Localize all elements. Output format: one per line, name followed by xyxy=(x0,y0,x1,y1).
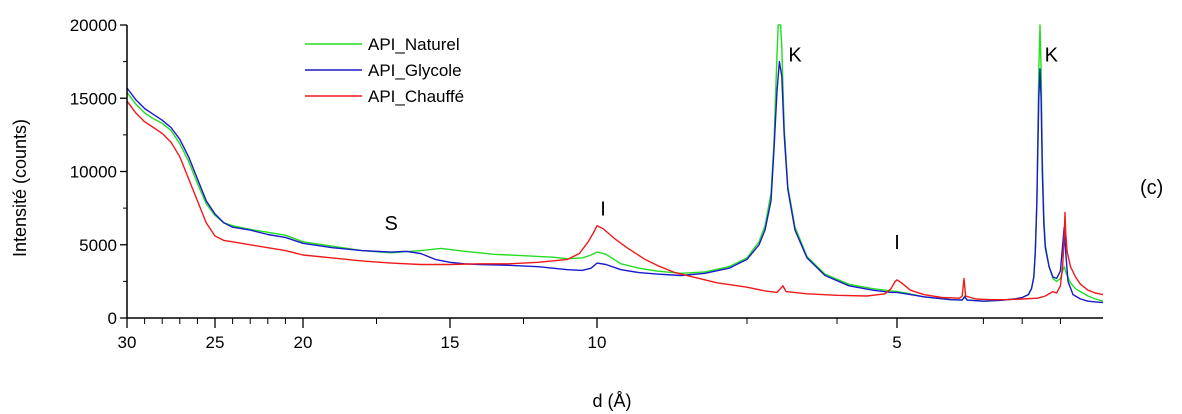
y-axis-ticks: 0 5000 10000 15000 20000 xyxy=(70,16,127,328)
legend: API_Naturel API_Glycole API_Chauffé xyxy=(305,35,464,106)
series-layer xyxy=(126,24,1104,304)
peak-label-i: I xyxy=(600,198,606,220)
y-tick-label: 10000 xyxy=(70,163,117,182)
y-tick-label: 0 xyxy=(108,309,117,328)
y-tick-label: 5000 xyxy=(79,236,117,255)
peak-label-k: K xyxy=(788,45,802,67)
x-axis-title: d (Å) xyxy=(592,391,631,411)
series-line-api-chauff xyxy=(126,100,1104,301)
series-line-api-naturel xyxy=(126,24,1104,302)
x-tick-label: 20 xyxy=(294,333,313,352)
series-line-api-glycole xyxy=(126,60,1104,304)
x-tick-label: 25 xyxy=(206,333,225,352)
legend-label-api-chauff: API_Chauffé xyxy=(368,87,464,106)
peak-label-k: K xyxy=(1045,45,1059,67)
panel-label: (c) xyxy=(1140,177,1163,199)
x-axis-ticks: 30 25 20 15 10 5 xyxy=(118,318,1061,352)
peak-label-i: I xyxy=(894,232,900,254)
y-tick-label: 15000 xyxy=(70,89,117,108)
y-axis-title: Intensité (counts) xyxy=(10,119,30,257)
legend-label-api-naturel: API_Naturel xyxy=(368,35,460,54)
legend-label-api-glycole: API_Glycole xyxy=(368,61,462,80)
x-tick-label: 10 xyxy=(588,333,607,352)
x-tick-label: 30 xyxy=(118,333,137,352)
peak-annotations: S I K I K xyxy=(385,45,1059,255)
peak-label-s: S xyxy=(385,213,398,235)
x-tick-label: 5 xyxy=(892,333,901,352)
x-tick-label: 15 xyxy=(441,333,460,352)
y-tick-label: 20000 xyxy=(70,16,117,35)
